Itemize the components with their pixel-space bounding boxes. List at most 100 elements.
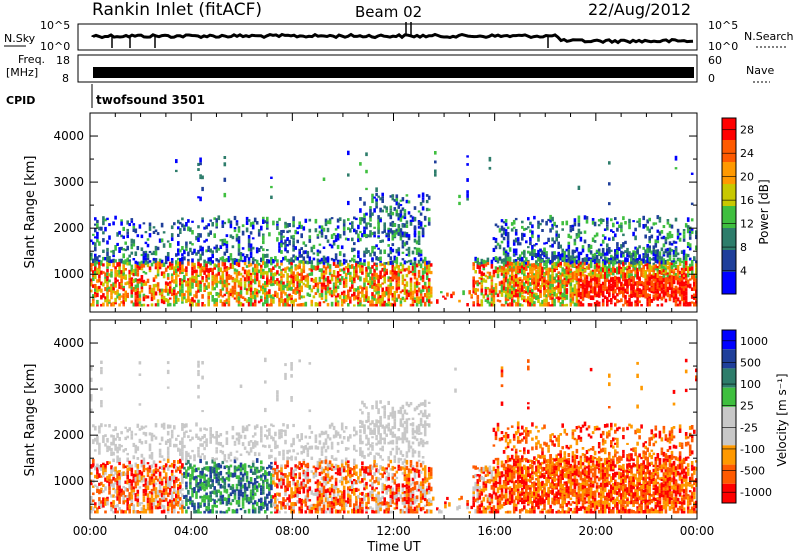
range-gate-cell — [310, 264, 314, 269]
range-gate-cell — [355, 229, 358, 235]
range-gate-cell — [407, 254, 411, 257]
range-gate-cell — [644, 223, 647, 228]
range-gate-cell — [255, 291, 259, 295]
range-gate-cell — [577, 278, 581, 282]
range-gate-cell — [150, 470, 154, 474]
range-gate-cell — [508, 261, 512, 266]
range-gate-cell — [144, 478, 148, 483]
range-gate-cell — [104, 434, 107, 437]
range-gate-cell — [173, 266, 176, 272]
range-gate-cell — [274, 294, 277, 297]
range-gate-cell — [148, 497, 152, 502]
range-gate-cell — [628, 254, 631, 258]
range-gate-cell — [96, 488, 99, 493]
range-gate-cell — [201, 375, 204, 380]
range-gate-cell — [249, 275, 253, 278]
range-gate-cell — [92, 492, 95, 496]
range-gate-cell — [349, 264, 352, 269]
range-gate-cell — [389, 279, 393, 283]
range-gate-cell — [648, 281, 651, 285]
range-gate-cell — [332, 293, 336, 296]
range-gate-cell — [106, 272, 109, 276]
range-gate-cell — [213, 298, 216, 301]
range-gate-cell — [359, 261, 362, 265]
range-gate-cell — [614, 252, 617, 256]
range-gate-cell — [523, 273, 526, 277]
range-gate-cell — [606, 220, 609, 225]
range-gate-cell — [612, 222, 615, 228]
range-gate-cell — [401, 215, 405, 219]
range-gate-cell — [207, 261, 210, 264]
range-gate-cell — [253, 275, 257, 279]
range-gate-cell — [197, 261, 200, 266]
range-gate-cell — [334, 286, 338, 289]
range-gate-cell — [547, 286, 550, 291]
range-gate-cell — [571, 294, 575, 298]
range-gate-cell — [166, 273, 170, 277]
range-gate-cell — [419, 202, 423, 206]
range-gate-cell — [98, 226, 101, 231]
range-gate-cell — [425, 286, 429, 289]
range-gate-cell — [504, 296, 508, 301]
range-gate-cell — [518, 256, 522, 261]
range-gate-cell — [646, 226, 649, 231]
range-gate-cell — [551, 285, 554, 290]
range-gate-cell — [158, 455, 162, 458]
range-gate-cell — [478, 303, 482, 307]
range-gate-cell — [282, 281, 285, 285]
range-gate-cell — [353, 216, 356, 220]
range-gate-cell — [150, 473, 154, 477]
range-gate-cell — [336, 277, 340, 280]
range-gate-cell — [199, 475, 202, 479]
range-gate-cell — [385, 286, 388, 292]
range-gate-cell — [399, 204, 403, 207]
range-gate-cell — [490, 287, 494, 291]
range-gate-cell — [359, 208, 362, 213]
range-gate-cell — [201, 435, 204, 440]
range-gate-cell — [130, 271, 134, 275]
range-gate-cell — [482, 272, 486, 276]
range-gate-cell — [569, 277, 573, 281]
range-gate-cell — [94, 510, 97, 514]
range-gate-cell — [498, 228, 502, 233]
range-gate-cell — [276, 225, 279, 230]
range-gate-cell — [413, 257, 417, 261]
range-gate-cell — [674, 217, 678, 222]
range-gate-cell — [162, 274, 166, 279]
range-gate-cell — [255, 247, 259, 250]
range-gate-cell — [207, 484, 210, 488]
range-gate-cell — [336, 300, 340, 303]
range-gate-cell — [104, 510, 107, 514]
range-gate-cell — [138, 291, 142, 295]
range-gate-cell — [152, 277, 156, 280]
nsearch-tick-top: 10^5 — [708, 19, 738, 32]
range-gate-cell — [183, 296, 186, 300]
range-gate-cell — [377, 290, 380, 294]
range-gate-cell — [529, 266, 532, 269]
range-gate-cell — [620, 298, 623, 303]
range-gate-cell — [470, 296, 473, 299]
range-gate-cell — [229, 263, 233, 267]
range-gate-cell — [146, 471, 150, 475]
range-gate-cell — [205, 285, 208, 290]
range-gate-cell — [219, 239, 223, 242]
range-gate-cell — [514, 265, 518, 270]
range-gate-cell — [106, 291, 109, 295]
range-gate-cell — [132, 486, 136, 490]
range-gate-cell — [480, 303, 484, 307]
range-gate-cell — [156, 266, 160, 269]
range-gate-cell — [387, 227, 390, 230]
range-gate-cell — [377, 286, 380, 291]
range-gate-cell — [110, 250, 113, 253]
range-gate-cell — [391, 194, 395, 198]
range-gate-cell — [365, 295, 368, 299]
range-gate-cell — [575, 233, 579, 237]
range-gate-cell — [521, 251, 524, 255]
range-gate-cell — [100, 387, 103, 391]
range-gate-cell — [320, 261, 324, 264]
range-gate-cell — [638, 263, 641, 267]
range-gate-cell — [666, 272, 670, 275]
range-gate-cell — [205, 274, 208, 279]
range-gate-cell — [136, 475, 140, 480]
range-gate-cell — [660, 247, 664, 252]
